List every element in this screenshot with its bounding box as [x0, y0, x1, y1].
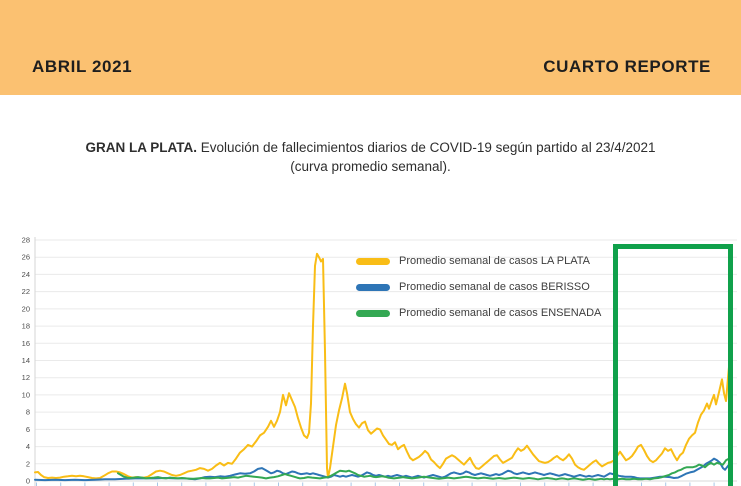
- y-axis-tick-label: 6: [26, 425, 30, 434]
- legend-label-ensenada: Promedio semanal de casos ENSENADA: [399, 307, 602, 319]
- report-number-label: CUARTO REPORTE: [543, 57, 711, 76]
- y-axis-tick-label: 26: [22, 253, 30, 262]
- legend-item-la-plata: Promedio semanal de casos LA PLATA: [356, 252, 601, 270]
- highlight-box: [613, 244, 733, 486]
- y-axis-tick-label: 24: [22, 270, 30, 279]
- y-axis-tick-label: 10: [22, 390, 30, 399]
- y-axis-tick-label: 4: [26, 442, 30, 451]
- y-axis-tick-label: 8: [26, 408, 30, 417]
- y-axis-tick-label: 0: [26, 477, 30, 486]
- y-axis-tick-label: 28: [22, 236, 30, 245]
- legend-swatch-ensenada: [356, 309, 390, 317]
- legend-swatch-berisso: [356, 283, 390, 291]
- legend-label-berisso: Promedio semanal de casos BERISSO: [399, 281, 590, 293]
- chart-legend: Promedio semanal de casos LA PLATA Prome…: [356, 252, 601, 330]
- legend-label-la-plata: Promedio semanal de casos LA PLATA: [399, 255, 590, 267]
- chart-title: GRAN LA PLATA. Evolución de fallecimient…: [20, 138, 721, 176]
- series-line-la-plata: [34, 252, 733, 480]
- y-axis-tick-label: 14: [22, 356, 30, 365]
- series-line-ensenada: [117, 455, 733, 481]
- series-line-berisso: [34, 457, 732, 482]
- chart-title-subtitle: (curva promedio semanal).: [290, 159, 451, 174]
- legend-item-ensenada: Promedio semanal de casos ENSENADA: [356, 304, 601, 322]
- report-month-label: ABRIL 2021: [32, 57, 133, 76]
- y-axis-tick-label: 2: [26, 459, 30, 468]
- y-axis-tick-label: 20: [22, 304, 30, 313]
- y-axis-tick-label: 16: [22, 339, 30, 348]
- y-axis-tick-label: 18: [22, 322, 30, 331]
- report-banner: ABRIL 2021 CUARTO REPORTE: [0, 0, 741, 95]
- chart-title-description: Evolución de fallecimientos diarios de C…: [196, 140, 656, 155]
- legend-swatch-la-plata: [356, 257, 390, 265]
- chart-title-region: GRAN LA PLATA.: [85, 140, 197, 155]
- y-axis-tick-label: 12: [22, 373, 30, 382]
- y-axis-tick-label: 22: [22, 287, 30, 296]
- legend-item-berisso: Promedio semanal de casos BERISSO: [356, 278, 601, 296]
